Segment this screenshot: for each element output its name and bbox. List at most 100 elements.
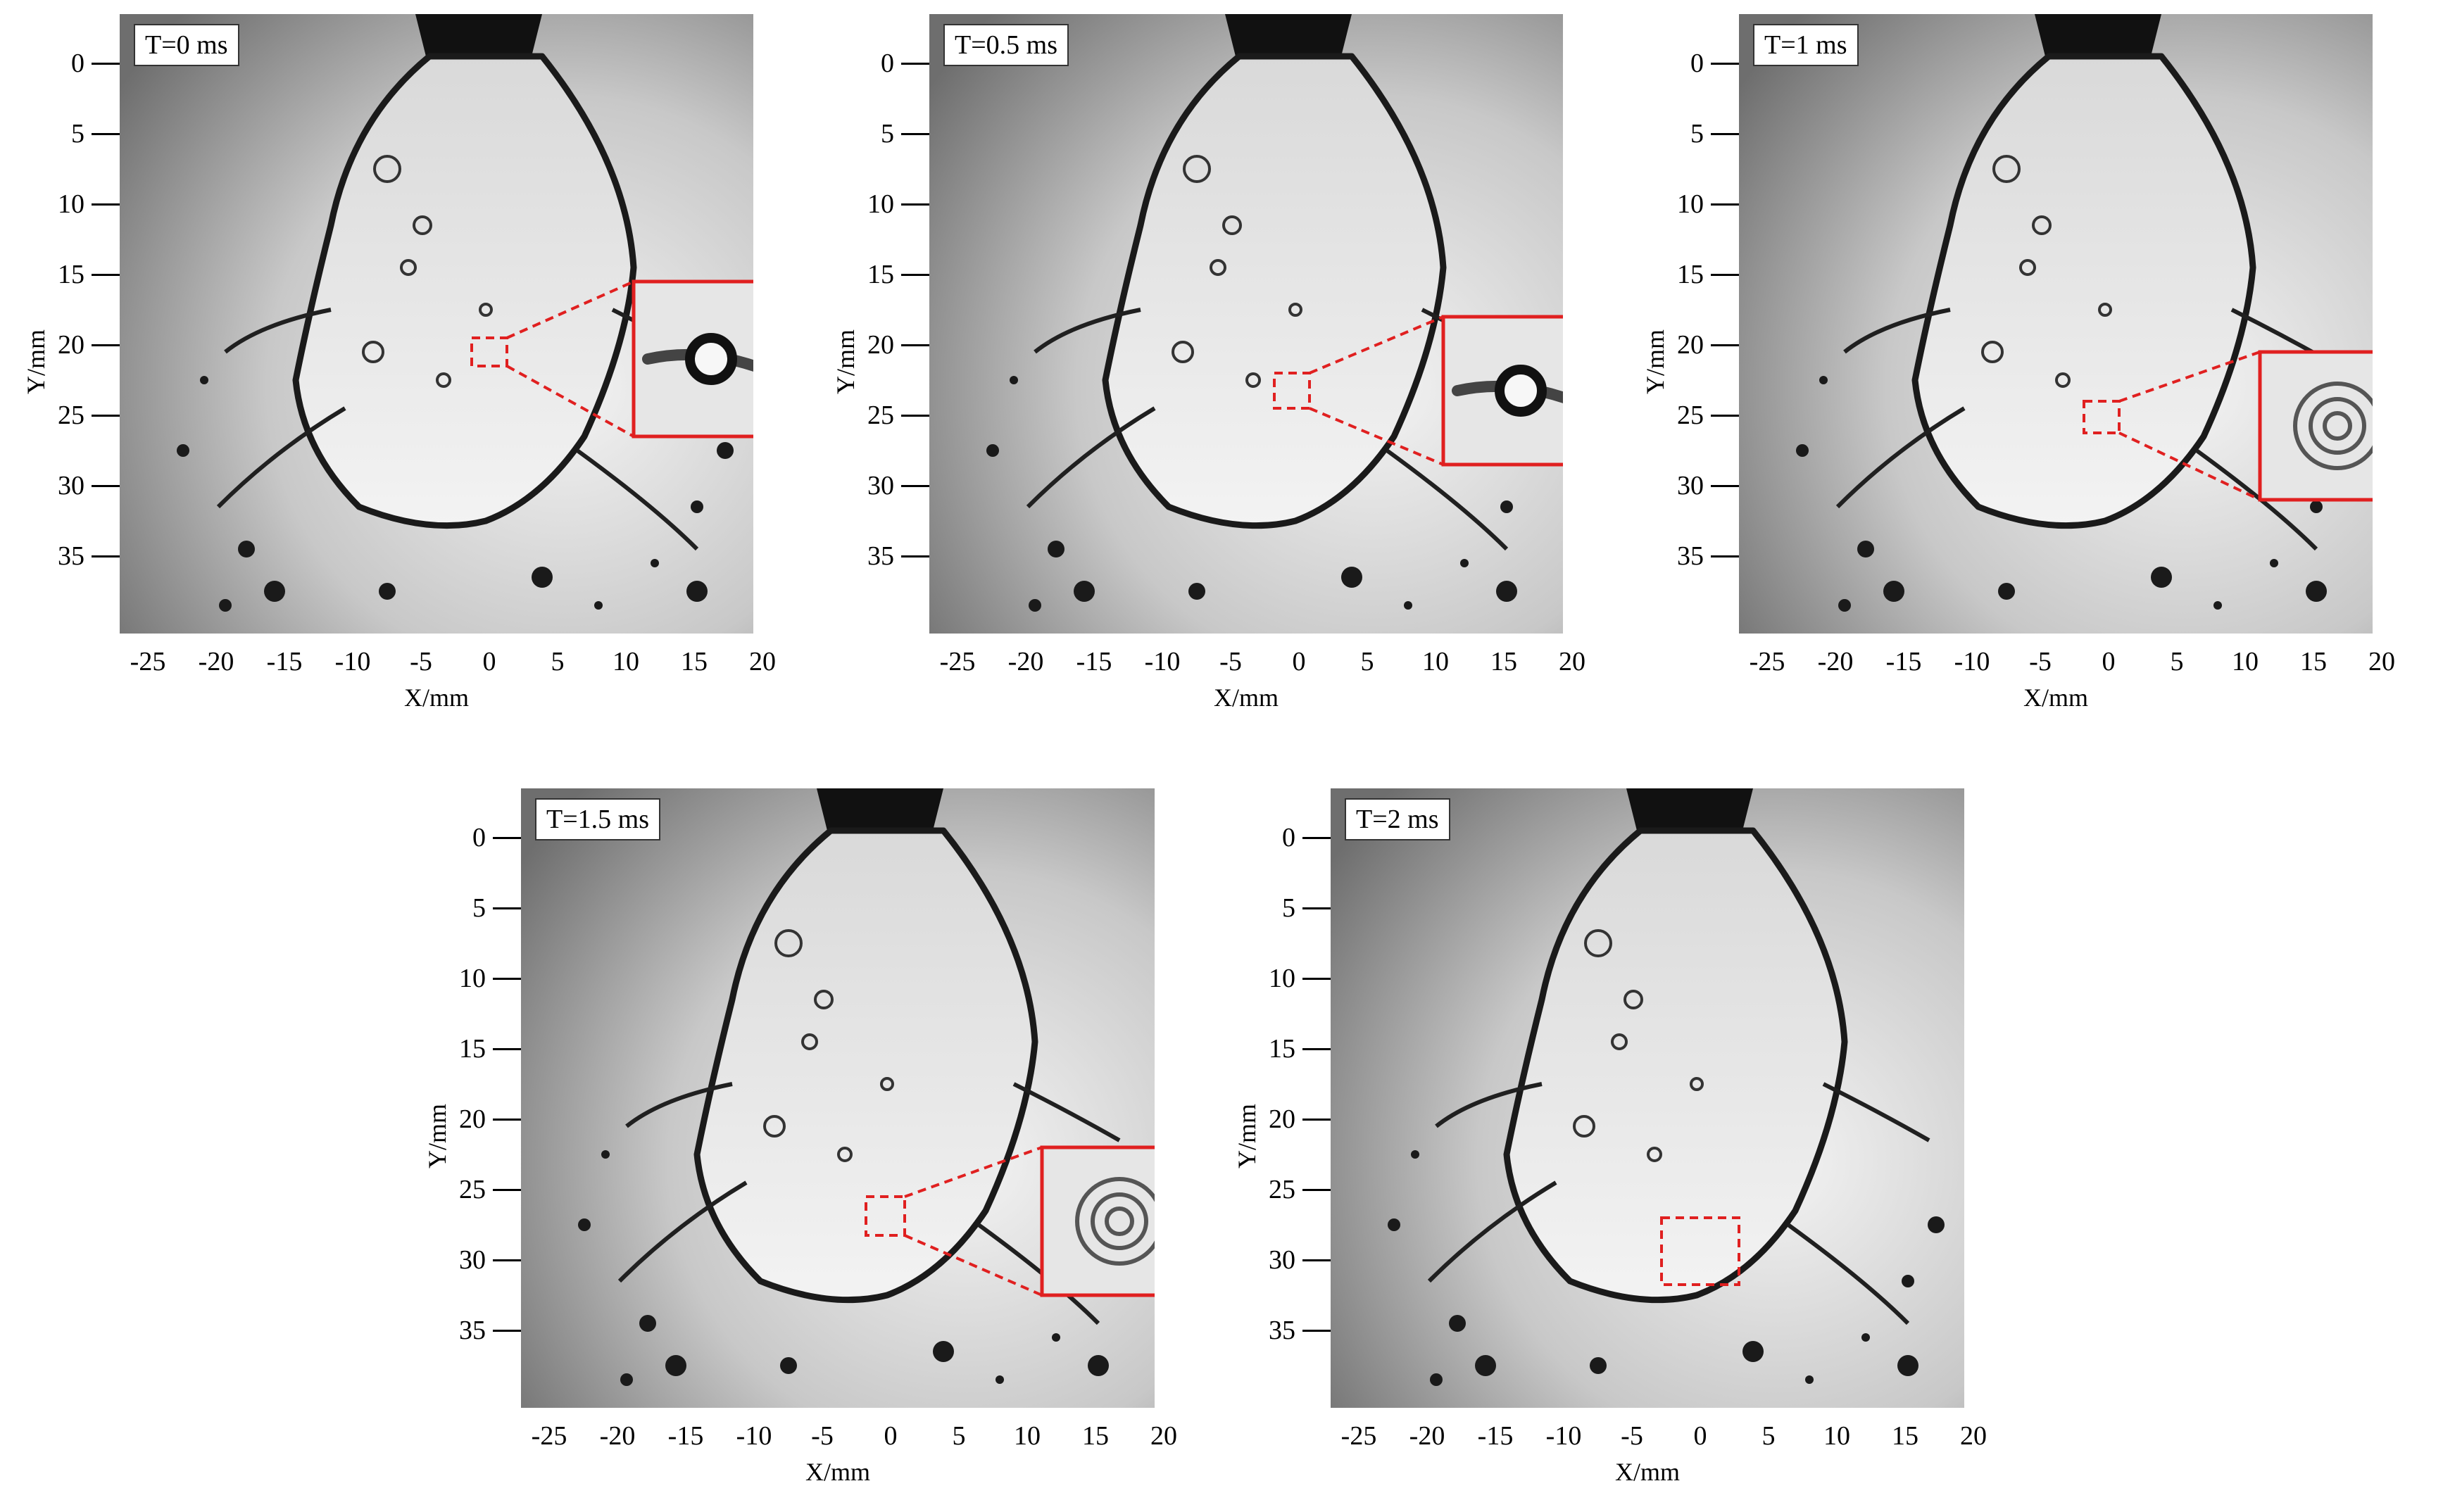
bubble — [1183, 155, 1211, 183]
bubble — [413, 215, 432, 235]
time-label: T=1.5 ms — [535, 798, 660, 840]
highlight-box — [2083, 400, 2121, 434]
y-tick-mark — [92, 485, 120, 487]
time-label: T=2 ms — [1345, 798, 1450, 840]
time-label: T=1 ms — [1753, 24, 1859, 66]
bubble — [837, 1147, 853, 1162]
y-tick-mark — [493, 907, 521, 909]
droplet — [1500, 500, 1513, 513]
droplet — [1496, 581, 1517, 602]
spray-image — [1331, 788, 1964, 1408]
droplet — [1897, 1355, 1918, 1376]
y-tick-mark — [901, 485, 929, 487]
droplet — [1029, 599, 1041, 612]
y-tick-label: 15 — [867, 260, 894, 289]
zoom-inset — [2258, 350, 2373, 502]
droplet — [1048, 541, 1065, 557]
droplet — [594, 601, 603, 610]
x-tick-label: -20 — [1409, 1421, 1445, 1451]
ligaments — [1835, 308, 2339, 551]
y-tick-mark — [901, 555, 929, 557]
bubble — [1981, 341, 2004, 363]
y-tick-label: 20 — [1677, 330, 1704, 360]
y-tick-mark — [1711, 133, 1739, 135]
droplet — [177, 444, 189, 457]
x-tick-label: -25 — [531, 1421, 567, 1451]
droplet — [780, 1357, 797, 1374]
x-tick-label: 15 — [1892, 1421, 1918, 1451]
droplet — [200, 376, 208, 384]
y-tick-label: 25 — [1269, 1175, 1295, 1204]
inset-bubble — [1495, 365, 1547, 417]
droplet — [1188, 583, 1205, 600]
y-tick-mark — [901, 415, 929, 417]
droplet — [996, 1375, 1004, 1384]
photo-panel-t1-5: T=1.5 ms 0 5 10 15 20 25 30 35 -25 -20 -15 -10 -5 0 5 10… — [415, 774, 1177, 1506]
x-tick-label: -5 — [1621, 1421, 1643, 1451]
x-tick-label: -5 — [2029, 647, 2052, 676]
liquid-sheet — [1102, 53, 1447, 529]
x-tick-label: -5 — [811, 1421, 834, 1451]
x-tick-label: -20 — [599, 1421, 636, 1451]
inset-ring — [2293, 382, 2373, 470]
droplet — [1928, 1216, 1945, 1233]
x-tick-label: 20 — [2368, 647, 2395, 676]
bubble — [1647, 1147, 1662, 1162]
bubble — [2032, 215, 2052, 235]
droplet — [219, 599, 232, 612]
y-tick-label: 15 — [1677, 260, 1704, 289]
x-tick-label: 15 — [1490, 647, 1517, 676]
y-tick-label: 10 — [867, 189, 894, 219]
x-tick-label: -20 — [1817, 647, 1854, 676]
highlight-box — [1273, 372, 1311, 410]
droplet — [717, 442, 734, 459]
y-tick-mark — [92, 344, 120, 346]
droplet — [2270, 559, 2278, 567]
bubble — [1172, 341, 1194, 363]
x-tick-label: 5 — [1360, 647, 1374, 676]
y-tick-label: 0 — [881, 49, 894, 78]
bubble — [400, 259, 417, 276]
x-tick-label: -20 — [1007, 647, 1044, 676]
inset-ring — [1075, 1177, 1155, 1266]
droplet — [1341, 567, 1362, 588]
x-tick-label: -25 — [1749, 647, 1785, 676]
y-tick-mark — [92, 203, 120, 206]
droplet — [1805, 1375, 1814, 1384]
y-tick-mark — [92, 415, 120, 417]
x-tick-label: 10 — [1014, 1421, 1041, 1451]
y-axis-label: Y/mm — [22, 329, 50, 394]
y-tick-label: 10 — [1677, 189, 1704, 219]
photo-panel-t0: T=0 ms 0 5 10 15 20 25 30 35 -25 -20 -15 -10 -5 0 5 10 15… — [14, 0, 776, 732]
y-tick-mark — [1711, 485, 1739, 487]
droplet — [1475, 1355, 1496, 1376]
droplet — [2306, 581, 2327, 602]
x-tick-label: 5 — [551, 647, 565, 676]
droplet — [1010, 376, 1018, 384]
x-tick-label: -5 — [410, 647, 432, 676]
bubble — [436, 372, 451, 388]
bubble — [1624, 990, 1643, 1009]
droplet — [1590, 1357, 1607, 1374]
y-tick-mark — [493, 1189, 521, 1191]
y-axis-label: Y/mm — [1233, 1103, 1261, 1168]
zoom-connector — [904, 1146, 1043, 1198]
spray-image — [120, 14, 753, 634]
x-tick-label: 10 — [613, 647, 639, 676]
droplet — [1857, 541, 1874, 557]
y-tick-label: 0 — [1690, 49, 1704, 78]
x-tick-label: 0 — [884, 1421, 898, 1451]
y-tick-mark — [1711, 415, 1739, 417]
x-tick-label: 10 — [1823, 1421, 1850, 1451]
x-axis-label: X/mm — [2023, 683, 2088, 712]
droplet — [1411, 1150, 1419, 1159]
x-tick-label: 0 — [2102, 647, 2116, 676]
y-tick-mark — [1302, 1259, 1331, 1261]
time-label: T=0 ms — [134, 24, 239, 66]
x-axis-label: X/mm — [403, 683, 469, 712]
ligaments — [216, 308, 720, 551]
y-tick-mark — [1302, 978, 1331, 980]
spray-image — [521, 788, 1155, 1408]
time-label: T=0.5 ms — [943, 24, 1069, 66]
droplet — [686, 581, 708, 602]
